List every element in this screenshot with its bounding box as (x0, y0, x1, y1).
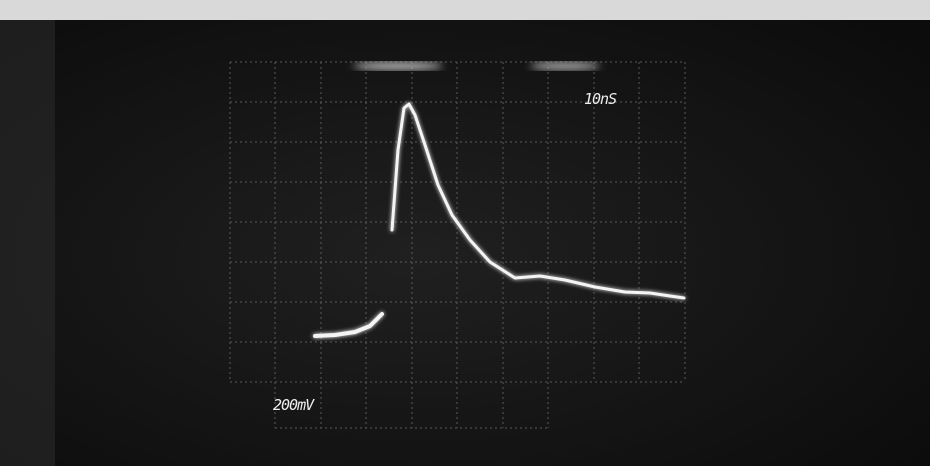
left-edge (0, 20, 55, 466)
glare (353, 62, 443, 70)
top-border (0, 0, 930, 20)
oscilloscope-photo: 10nS 200mV (0, 0, 930, 466)
volt-label: 200mV (273, 396, 315, 414)
time-label: 10nS (584, 90, 617, 108)
page: 10nS 200mV (() => { const data = JSON.pa… (0, 0, 930, 466)
glare (530, 62, 600, 70)
